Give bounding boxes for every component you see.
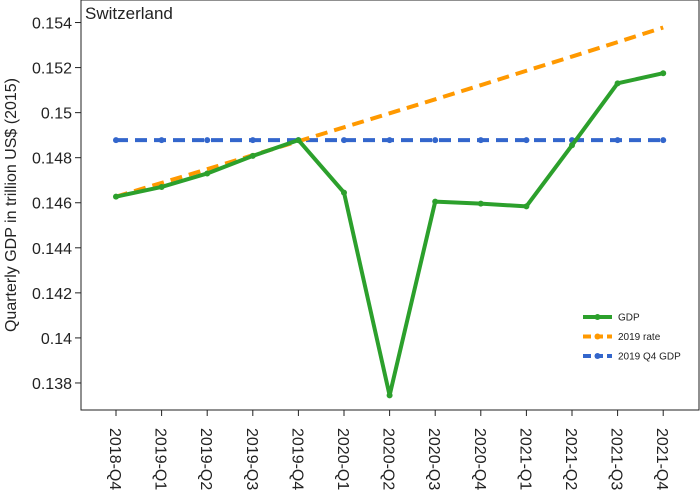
data-point: [341, 189, 347, 196]
x-tick-label: 2021-Q2: [562, 428, 579, 490]
series-gdp: [113, 70, 667, 399]
data-point: [295, 137, 302, 144]
x-tick-label: 2019-Q2: [197, 428, 214, 490]
data-point: [113, 193, 119, 200]
legend-item: GDP: [583, 313, 640, 324]
y-tick-label: 0.154: [32, 16, 72, 33]
data-point: [341, 137, 347, 144]
data-point: [204, 137, 211, 144]
y-tick-label: 0.148: [32, 151, 72, 168]
series-line: [115, 71, 664, 398]
x-tick-label: 2019-Q3: [243, 428, 260, 490]
x-tick-label: 2021-Q4: [653, 428, 670, 490]
data-point: [569, 142, 575, 149]
x-axis: 2018-Q4 2019-Q1 2019-Q2 2019-Q3 2019-Q4 2020-…: [106, 410, 670, 490]
y-tick-label: 0.144: [32, 241, 72, 258]
data-point: [386, 392, 393, 399]
x-tick-label: 2019-Q4: [288, 428, 305, 490]
legend-label: 2019 Q4 GDP: [618, 352, 681, 363]
legend-item: 2019 Q4 GDP: [583, 352, 681, 363]
legend-label: 2019 rate: [618, 332, 661, 343]
x-tick-label: 2020-Q4: [471, 428, 488, 490]
legend-marker: [594, 333, 601, 340]
legend: GDP 2019 rate 2019 Q4 GDP: [583, 313, 681, 363]
data-point: [158, 137, 165, 144]
y-tick-label: 0.152: [32, 61, 72, 78]
data-point: [660, 137, 667, 144]
legend-item: 2019 rate: [583, 332, 661, 343]
data-point: [113, 137, 119, 144]
data-point: [523, 137, 530, 144]
data-point: [432, 198, 439, 205]
data-point: [477, 200, 484, 207]
data-point: [660, 70, 667, 77]
data-point: [249, 152, 256, 159]
data-point: [158, 183, 165, 190]
y-tick-label: 0.14: [41, 331, 72, 348]
data-point: [614, 80, 621, 87]
chart-title: Switzerland: [85, 4, 173, 23]
plot-frame: [80, 0, 700, 411]
y-tick-label: 0.146: [32, 196, 72, 213]
x-tick-label: 2020-Q3: [425, 428, 442, 490]
legend-label: GDP: [618, 313, 640, 324]
y-tick-label: 0.142: [32, 286, 72, 303]
y-tick-label: 0.15: [41, 106, 72, 123]
y-axis-title: Quarterly GDP in trillion US$ (2015): [3, 78, 20, 332]
data-point: [477, 137, 484, 144]
data-point: [204, 170, 211, 177]
data-point: [432, 137, 439, 144]
series-line: [115, 25, 664, 199]
legend-marker: [594, 353, 601, 359]
x-tick-label: 2019-Q1: [152, 428, 169, 490]
x-tick-label: 2021-Q1: [516, 428, 533, 490]
legend-marker: [594, 314, 601, 320]
x-tick-label: 2020-Q2: [380, 428, 397, 490]
data-point: [249, 137, 256, 144]
data-point: [614, 137, 621, 144]
x-tick-label: 2020-Q1: [334, 428, 351, 490]
series-layer: [113, 25, 667, 399]
x-tick-label: 2021-Q3: [608, 428, 625, 490]
y-tick-label: 0.138: [32, 376, 72, 393]
data-point: [523, 203, 530, 210]
x-tick-label: 2018-Q4: [106, 428, 123, 490]
series-2019-rate: [115, 25, 664, 199]
data-point: [386, 137, 393, 144]
series-2019-q4-gdp: [113, 137, 667, 144]
y-axis: 0.138 0.14 0.142 0.144 0.146 0.148 0.15 0.152 0.…: [32, 16, 81, 393]
